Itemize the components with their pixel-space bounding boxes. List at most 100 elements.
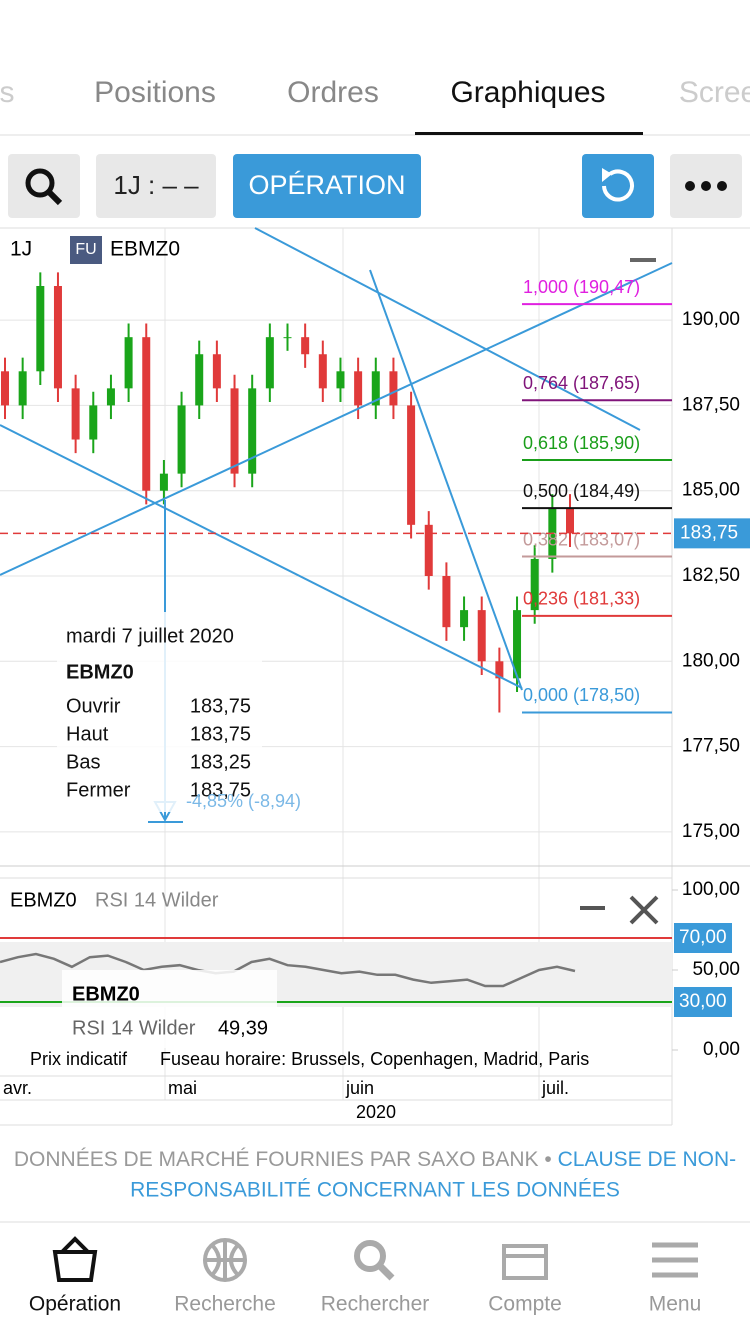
- tooltip-value: 183,75: [190, 695, 251, 717]
- candle-body: [265, 337, 274, 389]
- close[interactable]: [629, 895, 659, 925]
- nav-item[interactable]: Recherche: [174, 1293, 276, 1316]
- fib-label: 0,500 (184,49): [523, 481, 640, 501]
- tooltip-date: mardi 7 juillet 2020: [66, 625, 234, 647]
- x-label: avr.: [3, 1078, 32, 1098]
- nav-item[interactable]: Rechercher: [321, 1293, 430, 1316]
- tab-indicator: [415, 132, 643, 135]
- y-tick-label: 0,00: [703, 1039, 740, 1060]
- badge: [70, 236, 102, 264]
- candle-body: [283, 337, 292, 339]
- period-button[interactable]: [96, 154, 216, 218]
- tooltip-symbol: EBMZ0: [66, 661, 134, 683]
- y-tick-label: 177,50: [682, 736, 740, 757]
- nav-item[interactable]: Menu: [649, 1293, 702, 1316]
- icon: [602, 168, 612, 182]
- y-tick-label: 190,00: [682, 309, 740, 330]
- candle-body: [124, 337, 133, 389]
- y-tick-label: 187,50: [682, 394, 740, 415]
- candle-body: [460, 610, 469, 628]
- rsi-level-label: 30,00: [679, 991, 727, 1012]
- tooltip-key: Haut: [66, 723, 109, 745]
- minimize[interactable]: [580, 906, 605, 910]
- projection: -4,85% (-8,94): [186, 791, 301, 811]
- fib-label: 0,236 (181,33): [523, 589, 640, 609]
- x-label: juil.: [541, 1078, 569, 1098]
- y-tick-label: 182,50: [682, 565, 740, 586]
- drawing-handle: [630, 258, 656, 262]
- operation-label: OPÉRATION: [248, 170, 405, 200]
- y-tick-label: 185,00: [682, 480, 740, 501]
- tooltip: [57, 612, 262, 812]
- rsi-tooltip-symbol: EBMZ0: [72, 983, 140, 1005]
- rsi-level-tag: [674, 987, 732, 1017]
- footer-text: DONNÉES DE MARCHÉ FOURNIES PAR SAXO BANK…: [14, 1148, 558, 1171]
- candle-body: [106, 388, 115, 406]
- fib-label: 0,000 (178,50): [523, 685, 640, 705]
- tooltip-key: Ouvrir: [66, 695, 121, 717]
- candle-body: [18, 371, 27, 406]
- footer-link[interactable]: RESPONSABILITÉ CONCERNANT LES DONNÉES: [130, 1179, 620, 1202]
- tab[interactable]: Ordres: [287, 76, 379, 109]
- tooltip-key: Bas: [66, 751, 100, 773]
- candle-body: [371, 371, 380, 406]
- icon: [685, 181, 727, 191]
- fib-label: 0,764 (187,65): [523, 373, 640, 393]
- candle-body: [71, 388, 80, 440]
- candle-body: [530, 558, 539, 611]
- operation-button[interactable]: [233, 154, 421, 218]
- candle-body: [336, 371, 345, 389]
- icon: [602, 169, 634, 202]
- candle-body: [195, 354, 204, 406]
- last-price-label: 183,75: [680, 522, 738, 543]
- fib-label: 0,618 (185,90): [523, 433, 640, 453]
- tooltip-key: Fermer: [66, 779, 131, 801]
- x-label: juin: [345, 1078, 374, 1098]
- timezone: Fuseau horaire: Brussels, Copenhagen, Ma…: [160, 1049, 589, 1069]
- candle-body: [318, 354, 327, 389]
- y-tick-label: 100,00: [682, 879, 740, 900]
- tab[interactable]: rs: [0, 76, 15, 109]
- candle-body: [477, 610, 486, 662]
- year: 2020: [356, 1102, 396, 1122]
- nav-item[interactable]: Compte: [488, 1293, 562, 1316]
- icon: [25, 168, 55, 198]
- nav-item-active[interactable]: Opération: [29, 1293, 121, 1316]
- rsi-level-tag: [674, 923, 732, 953]
- tooltip-value: 183,75: [190, 723, 251, 745]
- period: 1J : – –: [113, 170, 199, 200]
- fib-label: 1,000 (190,47): [523, 277, 640, 297]
- x-label: mai: [168, 1078, 197, 1098]
- candle-body: [230, 388, 239, 474]
- icon: [46, 189, 63, 206]
- y-tick-label: 180,00: [682, 650, 740, 671]
- candle-body: [248, 388, 257, 474]
- rsi-line: [0, 952, 576, 988]
- tooltip-value: 183,25: [190, 751, 251, 773]
- candle-body: [301, 337, 310, 355]
- search-button[interactable]: [8, 154, 80, 218]
- footer-link[interactable]: CLAUSE DE NON-: [558, 1148, 737, 1171]
- rsi-tooltip-name: RSI 14 Wilder: [72, 1017, 196, 1039]
- footer-line: DONNÉES DE MARCHÉ FOURNIES PAR SAXO BANK…: [14, 1148, 736, 1171]
- candle-body: [442, 576, 451, 628]
- y-tick-label: 50,00: [692, 959, 740, 980]
- nav-icons: [52, 1236, 698, 1282]
- candle-body: [89, 405, 98, 440]
- tab-active[interactable]: Graphiques: [450, 76, 605, 109]
- candle-body: [389, 371, 398, 406]
- candle-body: [53, 286, 62, 389]
- tab[interactable]: Scree: [679, 76, 750, 109]
- symbol: EBMZ0: [110, 238, 180, 261]
- note: Prix indicatif: [30, 1049, 128, 1069]
- rsi-tooltip: [62, 970, 277, 1048]
- period-label: 1J: [10, 238, 32, 261]
- candle-body: [566, 507, 574, 534]
- reset-button[interactable]: [582, 154, 654, 218]
- candle-body: [424, 524, 433, 576]
- candle-body: [495, 661, 504, 679]
- y-tick-label: 175,00: [682, 821, 740, 842]
- tab[interactable]: Positions: [94, 76, 216, 109]
